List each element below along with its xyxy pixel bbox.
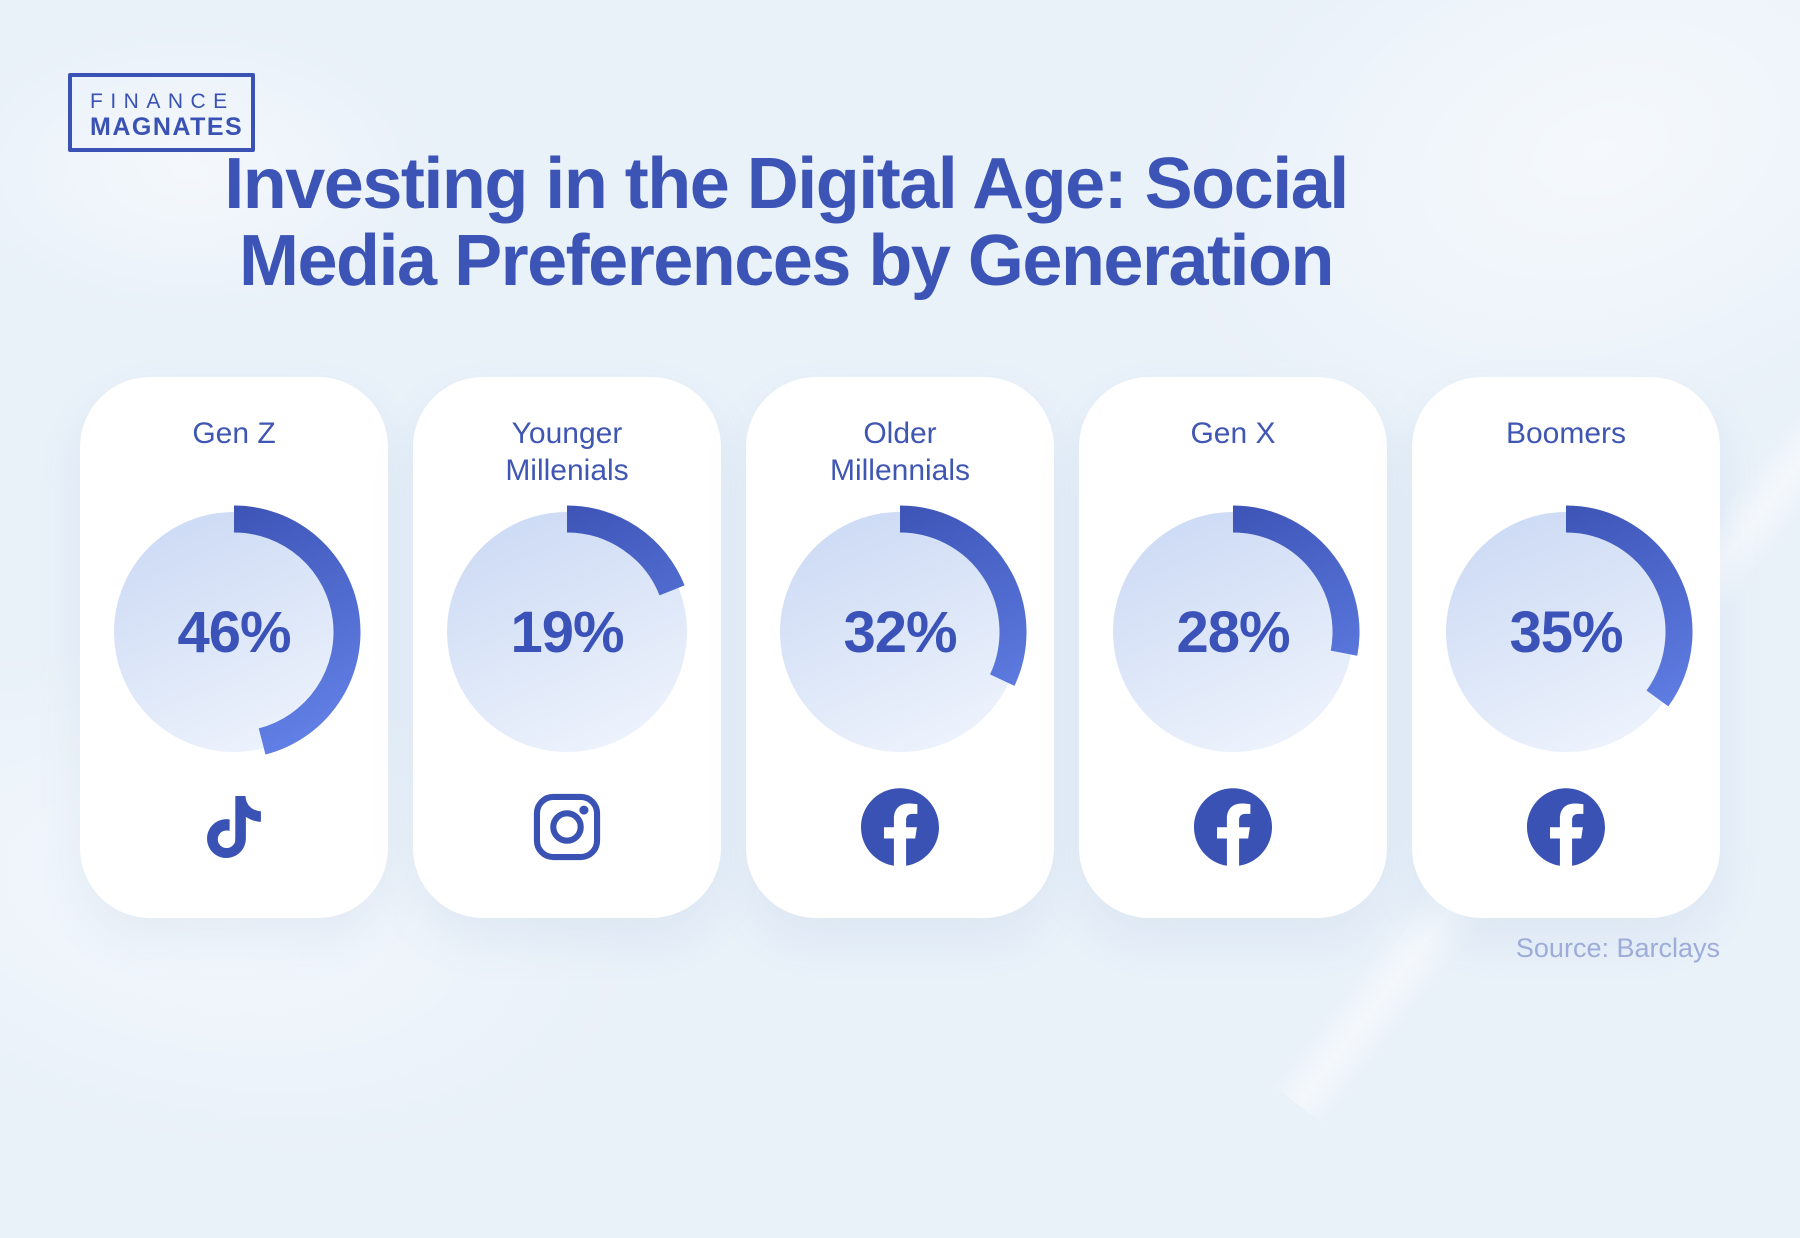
logo-magnates-text: MAGNATES [90, 113, 244, 141]
generation-card-younger-millenials: Younger Millenials 19% [413, 377, 721, 918]
tiktok-icon [207, 796, 261, 859]
donut-arc [566, 505, 685, 596]
percent-value: 35% [1509, 599, 1623, 665]
infographic-title: Investing in the Digital Age: Social Med… [0, 146, 1572, 300]
facebook-icon [861, 788, 939, 866]
donut-svg [114, 505, 361, 755]
card-label-line2: Millennials [829, 454, 971, 487]
percent-value: 19% [510, 599, 624, 665]
card-label-line1: Boomers [1505, 417, 1627, 450]
donut-inner-circle [1113, 512, 1353, 752]
donut-arc [233, 505, 361, 755]
donut-inner-circle [780, 512, 1020, 752]
donut-arc [1565, 505, 1693, 707]
platform-icon-wrap [1194, 787, 1272, 867]
card-label-line2: Millenials [505, 454, 629, 487]
facebook-icon [1194, 788, 1272, 866]
card-label: Gen X [1190, 415, 1275, 493]
generation-cards-row: Gen Z 46% [80, 377, 1720, 918]
donut-svg [447, 505, 687, 752]
facebook-icon [1527, 788, 1605, 866]
platform-icon-wrap [203, 787, 265, 867]
donut-arc [1232, 505, 1360, 656]
platform-icon-wrap [861, 787, 939, 867]
donut-arc [899, 505, 1027, 686]
percent-value: 32% [843, 599, 957, 665]
card-label: Older Millennials [830, 415, 970, 493]
donut-chart: 32% [765, 497, 1035, 767]
generation-card-boomers: Boomers 35% [1412, 377, 1720, 918]
card-label: Gen Z [192, 415, 275, 493]
generation-card-gen-x: Gen X 28% [1079, 377, 1387, 918]
generation-card-gen-z: Gen Z 46% [80, 377, 388, 918]
percent-value: 28% [1176, 599, 1290, 665]
card-label: Younger Millenials [505, 415, 628, 493]
card-label-line1: Gen Z [192, 417, 276, 450]
donut-chart: 35% [1431, 497, 1701, 767]
donut-chart: 28% [1098, 497, 1368, 767]
card-label-line1: Gen X [1190, 417, 1276, 450]
card-label-line1: Older [863, 417, 937, 450]
donut-inner-circle [447, 512, 687, 752]
title-line-2: Media Preferences by Generation [239, 221, 1334, 301]
platform-icon-wrap [1527, 787, 1605, 867]
donut-svg [780, 505, 1027, 752]
donut-chart: 46% [99, 497, 369, 767]
source-attribution: Source: Barclays [1515, 933, 1720, 963]
donut-inner-circle [1446, 512, 1686, 752]
finance-magnates-logo: FINANCE MAGNATES [68, 73, 255, 152]
instagram-icon [533, 793, 601, 861]
donut-svg [1113, 505, 1360, 752]
logo-finance-text: FINANCE [90, 90, 235, 113]
card-label: Boomers [1506, 415, 1626, 493]
donut-inner-circle [114, 512, 354, 752]
platform-icon-wrap [532, 787, 602, 867]
percent-value: 46% [177, 599, 291, 665]
donut-chart: 19% [432, 497, 702, 767]
title-line-1: Investing in the Digital Age: Social [224, 144, 1349, 224]
donut-svg [1446, 505, 1693, 752]
card-label-line1: Younger [511, 417, 623, 450]
generation-card-older-millennials: Older Millennials 32% [746, 377, 1054, 918]
